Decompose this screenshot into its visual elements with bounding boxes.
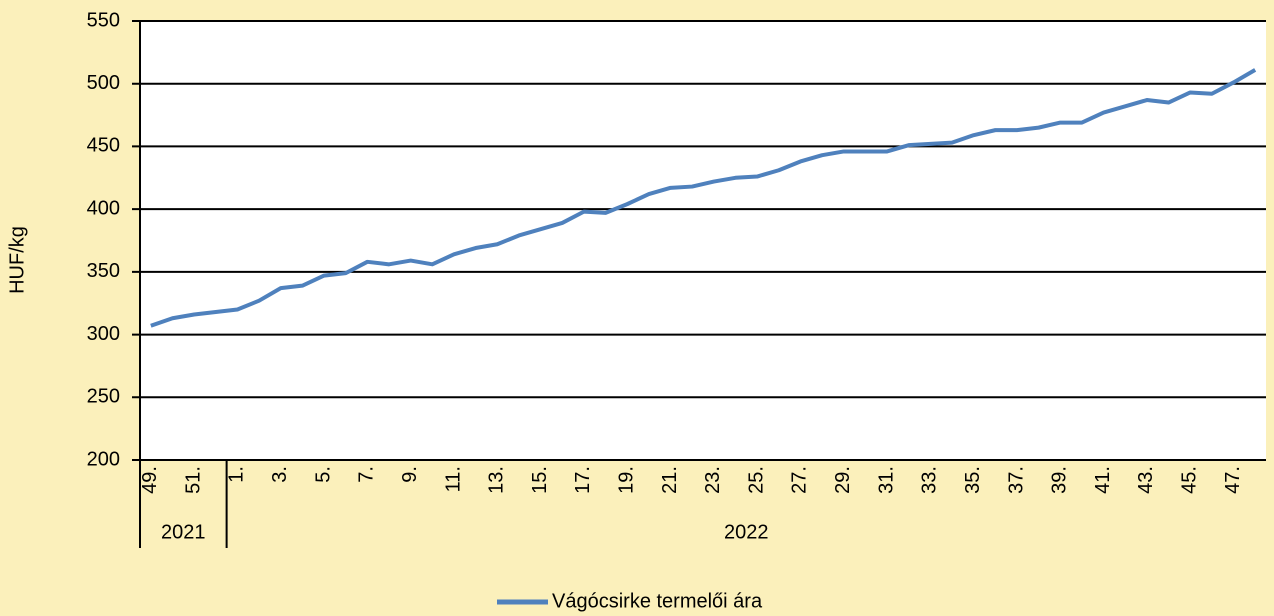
x-tick-label: 43. (1135, 466, 1157, 494)
x-tick-label: 5. (312, 466, 334, 483)
y-tick-label: 200 (87, 448, 120, 470)
x-tick-label: 23. (702, 466, 724, 494)
data-line (150, 68, 1257, 328)
y-tick-label: 500 (87, 72, 120, 94)
x-tick-label: 25. (745, 466, 767, 494)
x-tick-label: 19. (615, 466, 637, 494)
x-tick-label: 7. (356, 466, 378, 483)
x-tick-label: 41. (1092, 466, 1114, 494)
x-tick-label: 35. (962, 466, 984, 494)
group-label: 2022 (724, 521, 769, 543)
plot-area (140, 21, 1266, 460)
x-tick-label: 47. (1222, 466, 1244, 494)
x-tick-label: 9. (399, 466, 421, 483)
x-tick-label: 11. (442, 466, 464, 492)
x-tick-label: 27. (789, 466, 811, 494)
x-tick-label: 21. (659, 466, 681, 494)
y-tick-label: 450 (87, 135, 120, 157)
x-tick-label: 49. (139, 466, 161, 494)
legend-label: Vágócsirke termelői ára (552, 590, 763, 612)
y-tick-label: 400 (87, 197, 120, 219)
x-tick-label: 17. (572, 466, 594, 494)
y-tick-label: 300 (87, 323, 120, 345)
x-tick-label: 51. (182, 466, 204, 494)
y-axis-label: HUF/kg (6, 226, 28, 294)
x-tick-label: 33. (919, 466, 941, 494)
x-tick-label: 37. (1005, 466, 1027, 494)
x-tick-label: 13. (486, 466, 508, 494)
y-tick-label: 350 (87, 260, 120, 282)
y-tick-label: 250 (87, 386, 120, 408)
x-tick-label: 1. (226, 466, 248, 483)
x-tick-label: 3. (269, 466, 291, 483)
x-tick-label: 45. (1178, 466, 1200, 494)
x-tick-label: 15. (529, 466, 551, 494)
x-tick-label: 29. (832, 466, 854, 494)
x-tick-label: 39. (1049, 466, 1071, 494)
y-tick-label: 550 (87, 9, 120, 31)
group-label: 2021 (161, 521, 206, 543)
x-tick-label: 31. (875, 466, 897, 494)
